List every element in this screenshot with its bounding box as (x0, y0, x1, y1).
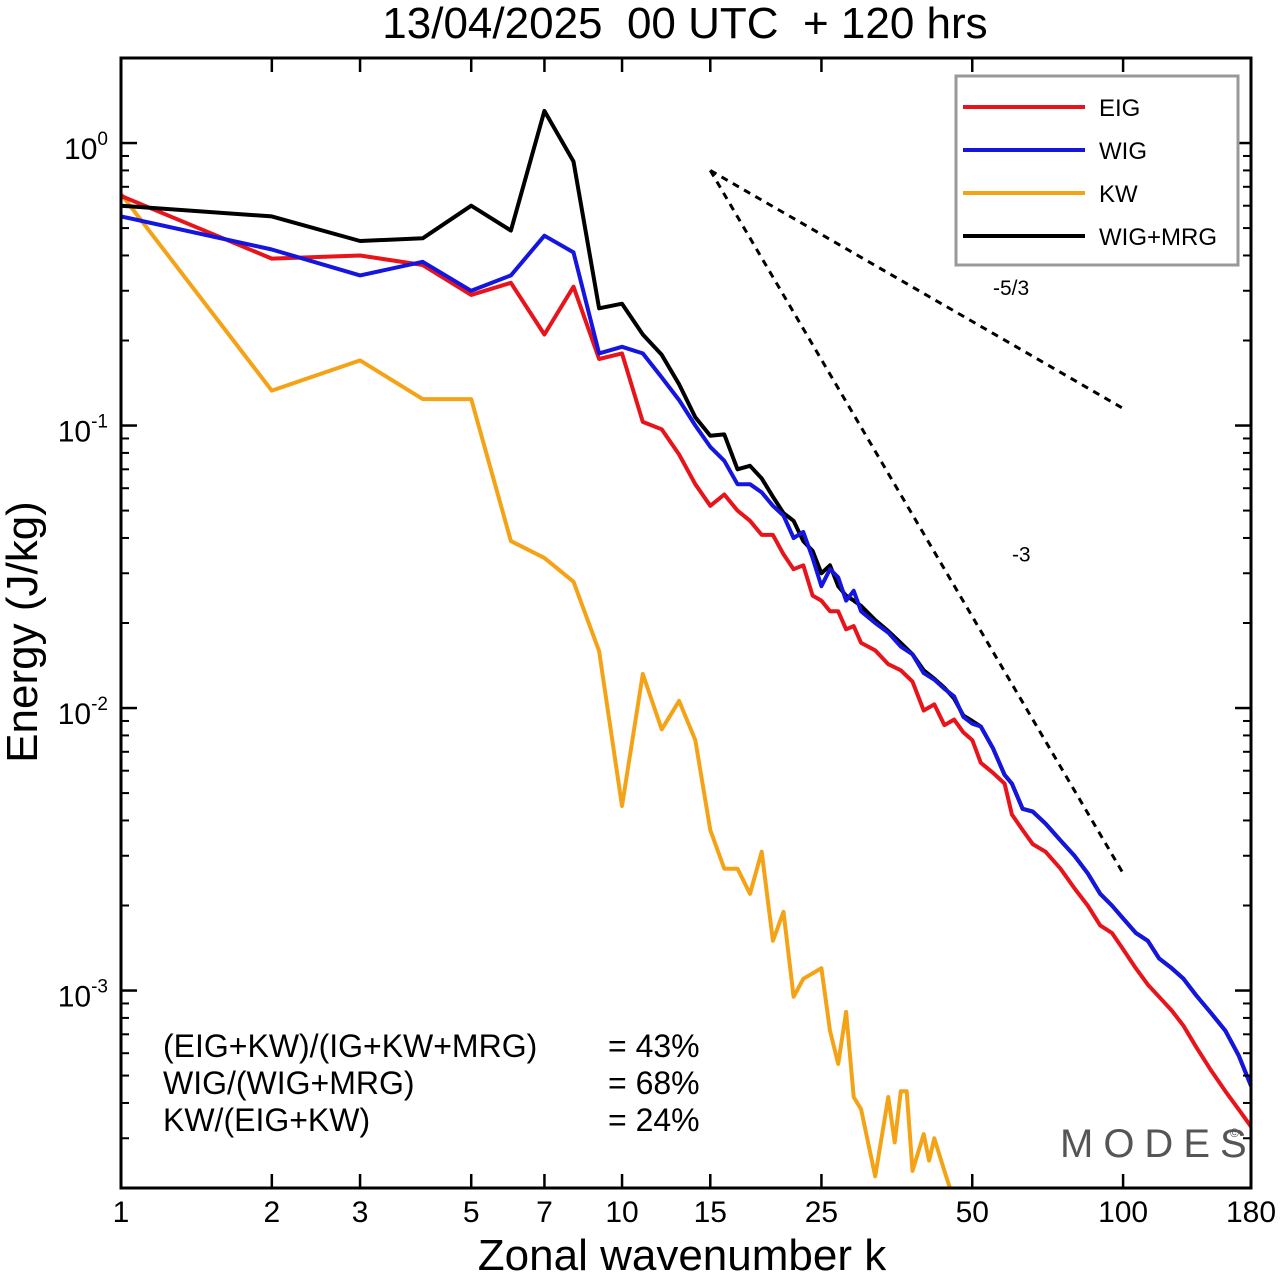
y-tick-label-base: 10 (64, 133, 97, 166)
x-tick-label: 3 (352, 1196, 369, 1229)
x-tick-label: 2 (263, 1196, 280, 1229)
y-tick-label: 100 (64, 129, 108, 166)
stats-value: = 24% (608, 1102, 700, 1138)
y-tick-label-base: 10 (58, 981, 91, 1014)
x-axis-ticks: 1 2 3 5 7 10 15 25 50 100 180 (113, 58, 1276, 1229)
y-tick-label-base: 10 (58, 698, 91, 731)
legend-label-wig-mrg: WIG+MRG (1099, 224, 1217, 251)
x-tick-label: 100 (1098, 1196, 1148, 1229)
watermark-text: MODES (1060, 1122, 1257, 1166)
legend-label-kw: KW (1099, 181, 1138, 208)
modes-watermark: MODES © (1060, 1122, 1257, 1166)
x-tick-label: 25 (805, 1196, 838, 1229)
y-axis-title: Energy (J/kg) (0, 501, 47, 763)
reference-line-label-1: -5/3 (993, 277, 1029, 300)
chart-title: 13/04/2025 00 UTC + 120 hrs (382, 0, 987, 48)
y-tick-label-exponent: -3 (91, 977, 108, 998)
reference-line-2 (708, 169, 1125, 875)
y-tick-label-exponent: -2 (91, 694, 108, 715)
y-tick-label: 10-1 (58, 412, 108, 449)
y-tick-label-exponent: -1 (91, 412, 108, 433)
legend-label-wig: WIG (1099, 138, 1147, 165)
reference-line-label-2: -3 (1012, 544, 1031, 567)
x-tick-label: 50 (956, 1196, 989, 1229)
x-tick-label: 7 (536, 1196, 553, 1229)
series-line-eig (121, 193, 1251, 1129)
stats-value: = 43% (608, 1028, 700, 1064)
y-tick-label: 10-2 (58, 694, 108, 731)
x-tick-label: 180 (1226, 1196, 1276, 1229)
y-tick-label-exponent: 0 (97, 129, 108, 150)
legend-label-eig: EIG (1099, 95, 1140, 122)
stats-value: = 68% (608, 1065, 700, 1101)
y-tick-label: 10-3 (58, 977, 108, 1014)
series-layer (121, 108, 1251, 1188)
reference-line-1 (709, 169, 1124, 410)
legend: EIG WIG KW WIG+MRG (954, 74, 1240, 267)
stats-label: WIG/(WIG+MRG) (163, 1065, 415, 1101)
copyright-symbol: © (1230, 1126, 1239, 1140)
x-axis-title: Zonal wavenumber k (478, 1231, 887, 1280)
x-tick-label: 15 (694, 1196, 727, 1229)
series-line-wig (121, 214, 1251, 1088)
x-tick-label: 5 (463, 1196, 480, 1229)
y-tick-label-base: 10 (58, 416, 91, 449)
stats-label: KW/(EIG+KW) (163, 1102, 370, 1138)
x-tick-label: 10 (605, 1196, 638, 1229)
series-line-kw (121, 192, 953, 1188)
x-tick-label: 1 (113, 1196, 130, 1229)
reference-lines (708, 169, 1125, 875)
stats-label: (EIG+KW)/(IG+KW+MRG) (163, 1028, 537, 1064)
stats-annotations: (EIG+KW)/(IG+KW+MRG) = 43% WIG/(WIG+MRG) = … (163, 1028, 700, 1138)
